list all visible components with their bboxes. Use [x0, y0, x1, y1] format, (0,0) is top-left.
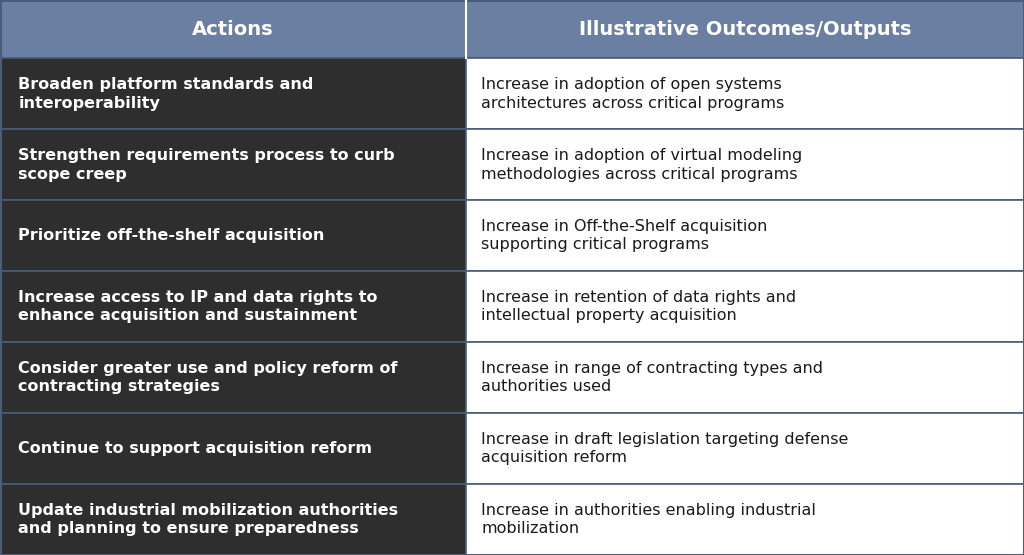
Bar — [0, 58, 466, 129]
Text: Increase in range of contracting types and
authorities used: Increase in range of contracting types a… — [481, 361, 823, 395]
Bar — [0, 271, 466, 342]
Bar — [466, 58, 1024, 129]
Bar — [466, 200, 1024, 271]
Bar — [466, 484, 1024, 555]
Text: Actions: Actions — [193, 19, 273, 39]
Text: Illustrative Outcomes/Outputs: Illustrative Outcomes/Outputs — [579, 19, 911, 39]
Text: Increase in authorities enabling industrial
mobilization: Increase in authorities enabling industr… — [481, 503, 816, 536]
Text: Prioritize off-the-shelf acquisition: Prioritize off-the-shelf acquisition — [18, 228, 325, 243]
Bar — [466, 271, 1024, 342]
Bar — [466, 413, 1024, 484]
Text: Increase in adoption of open systems
architectures across critical programs: Increase in adoption of open systems arc… — [481, 77, 784, 110]
Text: Continue to support acquisition reform: Continue to support acquisition reform — [18, 441, 373, 456]
Text: Update industrial mobilization authorities
and planning to ensure preparedness: Update industrial mobilization authoriti… — [18, 503, 398, 536]
Bar — [0, 413, 466, 484]
Bar — [0, 342, 466, 413]
Bar — [466, 129, 1024, 200]
Text: Increase in draft legislation targeting defense
acquisition reform: Increase in draft legislation targeting … — [481, 432, 849, 465]
Text: Increase in Off-the-Shelf acquisition
supporting critical programs: Increase in Off-the-Shelf acquisition su… — [481, 219, 768, 253]
Bar — [466, 342, 1024, 413]
Text: Strengthen requirements process to curb
scope creep: Strengthen requirements process to curb … — [18, 148, 395, 181]
Text: Consider greater use and policy reform of
contracting strategies: Consider greater use and policy reform o… — [18, 361, 398, 395]
Text: Increase in retention of data rights and
intellectual property acquisition: Increase in retention of data rights and… — [481, 290, 797, 324]
Bar — [0, 200, 466, 271]
Text: Increase in adoption of virtual modeling
methodologies across critical programs: Increase in adoption of virtual modeling… — [481, 148, 803, 181]
Text: Increase access to IP and data rights to
enhance acquisition and sustainment: Increase access to IP and data rights to… — [18, 290, 378, 324]
Bar — [0, 0, 1024, 58]
Bar — [0, 129, 466, 200]
Text: Broaden platform standards and
interoperability: Broaden platform standards and interoper… — [18, 77, 313, 110]
Bar — [0, 484, 466, 555]
